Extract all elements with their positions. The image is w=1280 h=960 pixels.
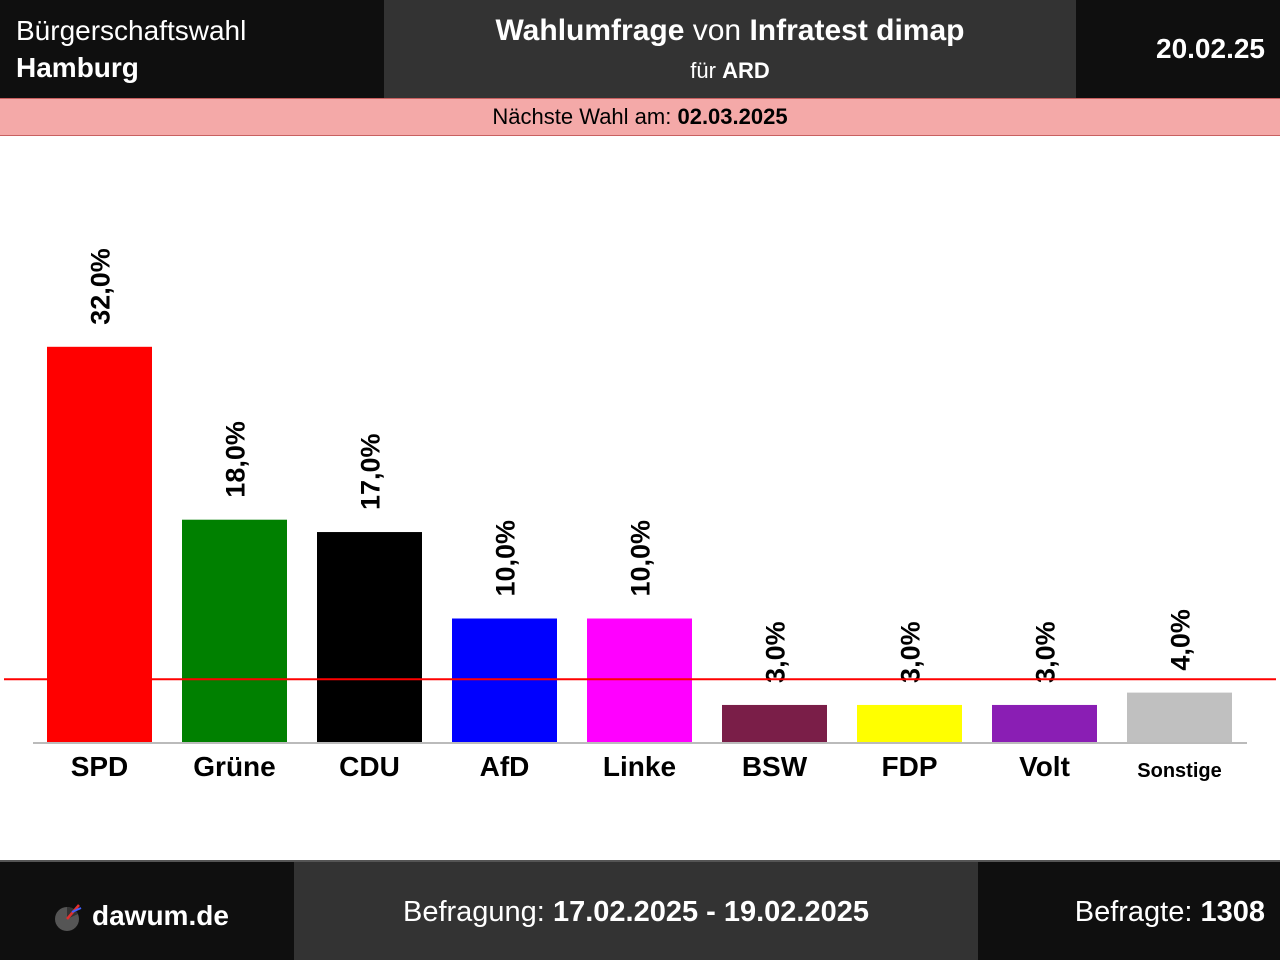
value-label-linke: 10,0% [626,520,656,597]
poll-title-line: Wahlumfrage von Infratest dimap [384,14,1076,48]
category-label-bsw: BSW [742,751,808,782]
poll-word: Wahlumfrage [495,14,685,47]
next-election-label: Nächste Wahl am: [492,104,672,129]
election-type: Bürgerschaftswahl [16,15,247,46]
value-label-bsw: 3,0% [761,621,791,683]
next-election-strip: Nächste Wahl am: 02.03.2025 [0,98,1280,136]
category-label-sonstige: Sonstige [1137,760,1221,782]
category-label-linke: Linke [603,751,676,782]
value-label-spd: 32,0% [86,248,116,325]
institute-name: Infratest dimap [749,14,965,47]
survey-period-line: Befragung: 17.02.2025 - 19.02.2025 [294,896,978,929]
dawum-logo-icon [55,904,82,931]
election-region: Hamburg [16,52,139,83]
bar-spd [47,346,152,742]
bar-sonstige [1127,692,1232,742]
client-name: ARD [722,58,770,83]
election-title: Bürgerschaftswahl Hamburg [0,0,384,98]
value-label-cdu: 17,0% [356,433,386,510]
bar-cdu [317,532,422,742]
category-label-volt: Volt [1019,751,1070,782]
category-label-cdu: CDU [339,751,400,782]
category-label-spd: SPD [71,751,129,782]
poll-date: 20.02.25 [1156,33,1265,64]
site-name: dawum.de [92,900,229,931]
survey-period-box: Befragung: 17.02.2025 - 19.02.2025 [294,862,978,960]
value-label-afd: 10,0% [491,520,521,597]
value-label-sonstige: 4,0% [1166,609,1196,671]
von-word: von [692,14,742,47]
next-election-date: 02.03.2025 [677,104,788,129]
footer-bar: dawum.de Befragung: 17.02.2025 - 19.02.2… [0,860,1280,960]
poll-title: Wahlumfrage von Infratest dimap für ARD [384,0,1076,98]
poll-bar-chart: 32,0% SPD 18,0% Grüne 17,0% CDU 10,0% AfD 10,0% L… [4,248,1276,782]
value-label-fdp: 3,0% [896,621,926,683]
bar-volt [992,704,1097,742]
bar-bsw [722,704,827,742]
client-prefix: für [690,58,716,83]
client-line: für ARD [384,58,1076,84]
survey-period: 17.02.2025 - 19.02.2025 [552,896,869,928]
category-label-afd: AfD [480,751,530,782]
bar-fdp [857,704,962,742]
respondents-count: 1308 [1200,896,1265,928]
category-label-grüne: Grüne [193,751,275,782]
bar-grüne [182,519,287,742]
value-label-volt: 3,0% [1031,621,1061,683]
respondents-line: Befragte: 1308 [1075,896,1265,929]
survey-label: Befragung: [402,896,545,928]
value-label-grüne: 18,0% [221,421,251,498]
respondents-box: Befragte: 1308 [978,862,1280,960]
site-brand[interactable]: dawum.de [0,862,294,960]
category-label-fdp: FDP [882,751,938,782]
poll-date-box: 20.02.25 [1076,0,1280,98]
header-bar: Bürgerschaftswahl Hamburg Wahlumfrage vo… [0,0,1280,98]
respondents-label: Befragte: [1074,896,1193,928]
